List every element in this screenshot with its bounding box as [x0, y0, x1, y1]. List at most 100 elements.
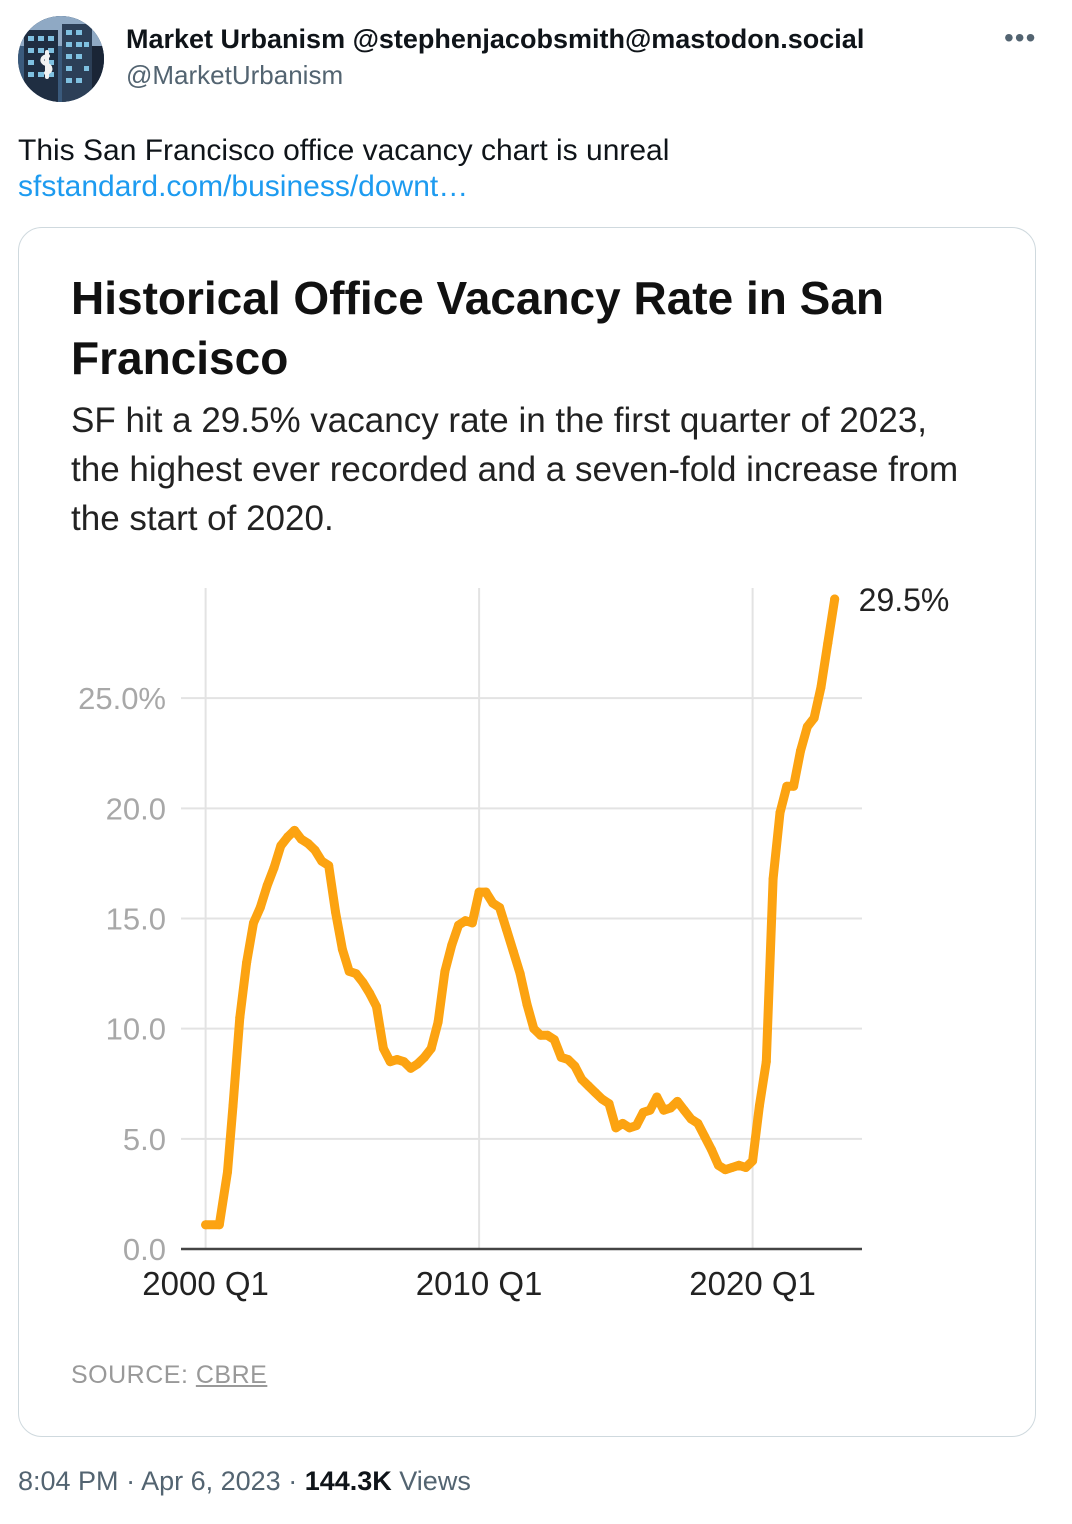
data-point	[474, 887, 484, 897]
data-point	[317, 856, 327, 866]
data-point	[754, 1101, 764, 1111]
data-point	[542, 1030, 552, 1040]
x-tick-label: 2000 Q1	[142, 1265, 269, 1302]
data-point	[310, 845, 320, 855]
data-point	[426, 1043, 436, 1053]
source-prefix: SOURCE:	[71, 1361, 196, 1389]
data-point	[344, 966, 354, 976]
tweet-text: This San Francisco office vacancy chart …	[18, 134, 670, 167]
data-point	[618, 1118, 628, 1128]
data-point	[638, 1107, 648, 1117]
data-point	[501, 925, 511, 935]
data-point	[495, 902, 505, 912]
vacancy-line-chart: 0.0 5.0 10.0 15.0 20.0 25.0% 2000 Q1 2010 Q1 202…	[78, 582, 949, 1302]
y-tick-label: 20.0	[106, 791, 166, 826]
data-point	[816, 682, 826, 692]
data-point	[488, 898, 498, 908]
data-point	[686, 1114, 696, 1124]
tweet-date[interactable]: Apr 6, 2023	[141, 1466, 281, 1496]
data-point	[556, 1052, 566, 1062]
data-point	[666, 1103, 676, 1113]
data-point	[659, 1105, 669, 1115]
data-point	[467, 918, 477, 928]
data-point	[283, 832, 293, 842]
data-point	[830, 594, 840, 604]
chart-source: SOURCE: CBRE	[71, 1361, 267, 1390]
data-point	[255, 902, 265, 912]
data-point	[269, 863, 279, 873]
source-link[interactable]: CBRE	[195, 1361, 268, 1389]
chart-subtitle: SF hit a 29.5% vacancy rate in the first…	[71, 401, 959, 538]
data-point	[228, 1101, 238, 1111]
data-point	[720, 1165, 730, 1175]
data-point	[700, 1132, 710, 1142]
data-point	[331, 907, 341, 917]
views-count[interactable]: 144.3K	[304, 1466, 392, 1496]
y-tick-label: 0.0	[123, 1232, 166, 1267]
data-point	[741, 1162, 751, 1172]
data-point	[248, 918, 258, 928]
data-point	[597, 1094, 607, 1104]
x-tick-label: 2020 Q1	[689, 1265, 816, 1302]
data-point	[782, 781, 792, 791]
data-point	[481, 887, 491, 897]
tweet-link[interactable]: sfstandard.com/business/downt…	[18, 170, 469, 203]
author-handle[interactable]: @MarketUrbanism	[126, 60, 344, 90]
avatar[interactable]	[18, 16, 104, 102]
data-point	[577, 1074, 587, 1084]
data-point	[447, 940, 457, 950]
data-point	[645, 1105, 655, 1115]
data-point	[392, 1055, 402, 1065]
tweet-meta: 8:04 PM · Apr 6, 2023 · 144.3K Views	[18, 1466, 471, 1496]
data-point	[789, 781, 799, 791]
data-point	[413, 1059, 423, 1069]
data-point	[522, 999, 532, 1009]
data-point	[748, 1156, 758, 1166]
data-point	[775, 808, 785, 818]
data-point	[385, 1057, 395, 1067]
y-tick-label: 15.0	[106, 902, 166, 937]
link-card[interactable]: Historical Office Vacancy Rate in San Fr…	[18, 227, 1036, 1437]
data-point	[570, 1061, 580, 1071]
data-point	[823, 638, 833, 648]
data-point	[652, 1092, 662, 1102]
chart-title: Historical Office Vacancy Rate in San Fr…	[71, 272, 884, 384]
y-tick-label: 25.0%	[78, 681, 166, 716]
data-point	[406, 1063, 416, 1073]
data-point	[707, 1145, 717, 1155]
data-point	[372, 1002, 382, 1012]
data-point	[713, 1160, 723, 1170]
data-point	[214, 1220, 224, 1230]
more-options-button[interactable]: •••	[1004, 22, 1036, 54]
data-point	[201, 1220, 211, 1230]
views-label: Views	[399, 1466, 471, 1496]
data-point	[809, 713, 819, 723]
data-point	[631, 1121, 641, 1131]
data-point	[672, 1096, 682, 1106]
tweet-time[interactable]: 8:04 PM	[18, 1466, 119, 1496]
avatar-building-image	[18, 16, 104, 102]
data-point	[242, 958, 252, 968]
data-point	[337, 944, 347, 954]
data-point	[399, 1057, 409, 1067]
data-point	[303, 839, 313, 849]
y-tick-label: 10.0	[106, 1012, 166, 1047]
author-display-name[interactable]: Market Urbanism @stephenjacobsmith@masto…	[126, 24, 865, 54]
data-point	[460, 916, 470, 926]
y-tick-label: 5.0	[123, 1122, 166, 1157]
data-point	[734, 1160, 744, 1170]
data-point	[693, 1118, 703, 1128]
more-horizontal-icon: •••	[1004, 22, 1037, 53]
data-point	[351, 969, 361, 979]
data-point	[440, 966, 450, 976]
data-point	[358, 977, 368, 987]
data-point	[290, 825, 299, 835]
data-point	[529, 1024, 539, 1034]
data-point	[508, 947, 518, 957]
data-point	[365, 988, 375, 998]
x-tick-label: 2010 Q1	[416, 1265, 543, 1302]
data-point	[679, 1105, 689, 1115]
data-point	[296, 834, 306, 844]
data-point	[611, 1123, 621, 1133]
series-line-vacancy	[201, 594, 840, 1230]
